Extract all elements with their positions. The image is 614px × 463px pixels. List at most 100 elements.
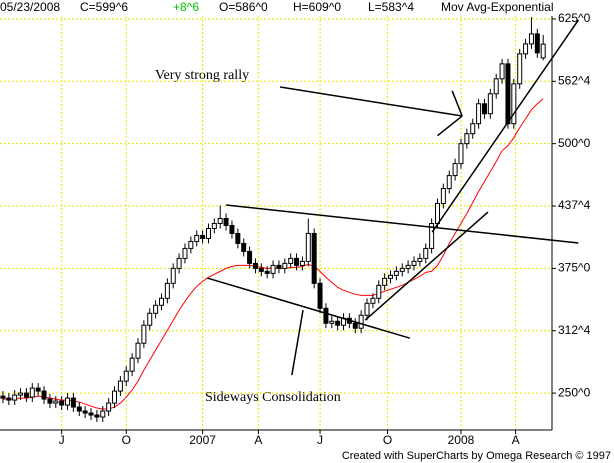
- candle-body: [29, 387, 35, 398]
- candle-body: [528, 33, 534, 45]
- candle-body: [405, 264, 411, 269]
- candle-body: [176, 257, 182, 269]
- candle-body: [487, 93, 493, 115]
- candle-body: [299, 260, 305, 266]
- y-tick-label: 437^4: [558, 198, 591, 212]
- candle-body: [70, 397, 76, 408]
- y-tick-label: 625^0: [558, 11, 591, 25]
- candle-body: [481, 103, 487, 115]
- header-item: O=586^0: [219, 0, 268, 14]
- candle-body: [464, 133, 470, 145]
- candle-body: [252, 262, 258, 269]
- candle-body: [247, 250, 253, 264]
- y-tick-label: 500^0: [558, 136, 591, 150]
- candle-body: [23, 392, 29, 398]
- candle-body: [264, 270, 270, 274]
- candle-body: [364, 302, 370, 316]
- candle-body: [411, 260, 417, 266]
- candle-body: [53, 400, 59, 404]
- candle-body: [393, 270, 399, 276]
- candle-body: [534, 33, 540, 54]
- candle-body: [276, 264, 282, 269]
- candle-body: [223, 217, 229, 226]
- candle-body: [505, 63, 511, 125]
- candle-body: [6, 397, 12, 401]
- candle-body: [511, 83, 517, 125]
- y-tick-label: 562^4: [558, 73, 591, 87]
- x-tick-label: 2007: [189, 433, 216, 447]
- candle-body: [147, 312, 153, 326]
- candle-body: [493, 78, 499, 95]
- candle-body: [117, 380, 123, 392]
- footer: Created with SuperCharts by Omega Resear…: [342, 450, 611, 462]
- candle-body: [517, 53, 523, 85]
- candle-body: [129, 357, 135, 372]
- y-tick-label: 312^4: [558, 323, 591, 337]
- candle-body: [76, 406, 82, 412]
- candle-body: [229, 224, 235, 234]
- candle-body: [82, 410, 88, 414]
- annotation: Very strong rally: [155, 68, 249, 83]
- candle-body: [417, 257, 423, 262]
- candle-body: [141, 324, 147, 344]
- x-tick-label: J: [59, 433, 65, 447]
- candle-body: [0, 395, 6, 399]
- candle-body: [205, 227, 211, 239]
- candle-body: [12, 394, 18, 401]
- candle-body: [123, 370, 129, 382]
- x-tick-label: A: [512, 433, 520, 447]
- candle-body: [335, 320, 341, 326]
- candle-body: [399, 267, 405, 272]
- candle-body: [540, 43, 546, 59]
- candle-body: [258, 267, 264, 272]
- header-item: L=583^4: [368, 0, 414, 14]
- x-tick-label: O: [122, 433, 131, 447]
- candle-body: [305, 232, 311, 262]
- candle-body: [217, 217, 223, 224]
- candle-body: [288, 257, 294, 264]
- candle-body: [188, 240, 194, 249]
- candle-body: [35, 387, 41, 392]
- candle-body: [282, 262, 288, 269]
- trend-line: [364, 211, 489, 321]
- candle-body: [423, 247, 429, 259]
- candle-body: [106, 402, 112, 412]
- candle-body: [329, 320, 335, 324]
- candle-body: [352, 322, 358, 329]
- candle-body: [200, 234, 206, 239]
- candle-body: [65, 397, 71, 406]
- candle-body: [41, 390, 47, 400]
- candle-body: [182, 247, 188, 259]
- x-tick-label: J: [317, 433, 323, 447]
- x-tick-label: 2008: [448, 433, 475, 447]
- candle-body: [311, 232, 317, 284]
- candle-body: [429, 222, 435, 249]
- candle-body: [18, 392, 24, 396]
- candle-body: [434, 203, 440, 224]
- candle-body: [241, 242, 247, 252]
- candle-body: [523, 43, 529, 55]
- candle-body: [88, 412, 94, 416]
- header-item: C=599^6: [80, 0, 128, 14]
- candle-body: [153, 304, 159, 314]
- header-item: 05/23/2008: [0, 0, 60, 14]
- candle-body: [135, 342, 141, 359]
- candle-body: [211, 222, 217, 229]
- trend-line: [431, 19, 580, 233]
- candle-body: [323, 307, 329, 324]
- candle-body: [59, 400, 65, 406]
- candle-body: [47, 398, 53, 404]
- candle-body: [388, 274, 394, 279]
- x-tick-label: A: [254, 433, 262, 447]
- candle-body: [94, 414, 100, 418]
- candle-body: [476, 103, 482, 125]
- candle-body: [112, 390, 118, 404]
- candle-body: [100, 410, 106, 418]
- candle-body: [358, 314, 364, 329]
- candle-body: [499, 63, 505, 80]
- y-tick-label: 375^0: [558, 261, 591, 275]
- header-item: Mov Avg-Exponential: [441, 0, 554, 14]
- candle-body: [270, 264, 276, 274]
